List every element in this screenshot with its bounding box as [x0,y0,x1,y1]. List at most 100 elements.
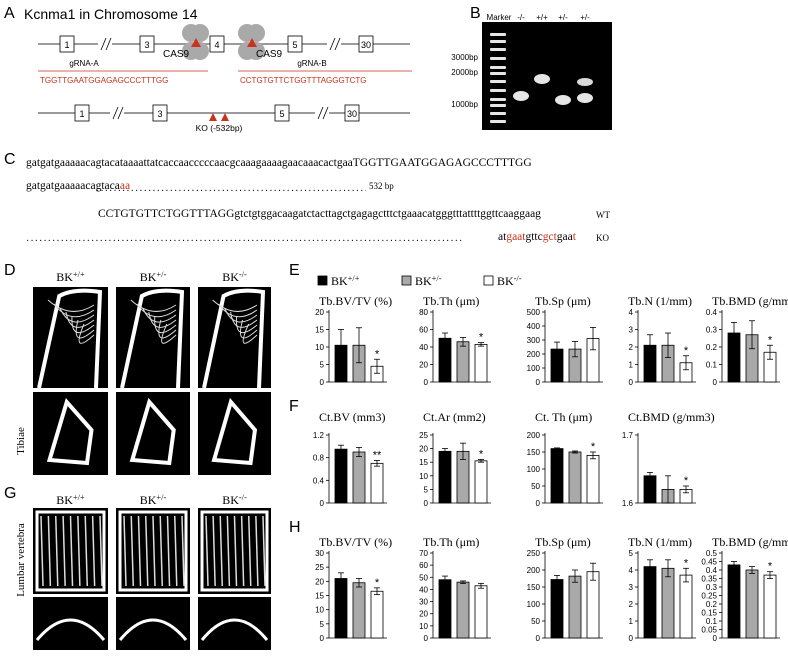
y-tick-label: 1.2 [313,431,325,440]
ladder-band [490,120,506,123]
trabecular-strand [158,319,177,339]
y-tick-label: 50 [419,573,428,582]
vertebra-trabecula [99,515,103,587]
break-mask [98,38,112,50]
y-tick-label: 20 [419,361,428,370]
gel-lane-label: +/- [558,13,568,22]
significance-marker: * [375,577,380,589]
ladder-band [490,66,506,69]
significance-marker: * [768,561,773,573]
tibia-cross-cortex [129,397,176,466]
y-tick-label: 20 [315,577,324,586]
seq-ko-fragment: gct [542,231,557,243]
trabecular-strand [142,307,177,323]
genotype-header-g: BK+/- [140,493,167,508]
break-mark [317,106,324,120]
y-tick-label: 150 [527,583,541,592]
ladder-band [490,57,506,60]
trabecular-strand [242,323,258,344]
tibiae-side-label: Tibiae [15,427,27,455]
vertebra-trabecula [137,515,142,587]
vertebra-endplate [35,510,106,592]
y-tick-label: 50 [531,482,540,491]
tibia-cortex [120,288,185,389]
cas9-left-label: CAS9 [163,49,190,60]
seq-ko-label: KO [596,233,609,243]
vertebra-trabecula [226,515,231,587]
trabecular-strand [59,307,95,323]
gel-lane-label: +/- [580,13,590,22]
chart-title: Tb.Th (μm) [423,294,479,308]
bar [438,579,452,639]
exon-box [287,35,303,53]
exon-box [358,35,374,53]
chart-title: Tb.BV/TV (%) [319,294,392,308]
break-mark [112,106,119,120]
vertebra-trabecula [62,515,66,587]
chart-title: Ct.Ar (mm2) [423,410,486,424]
y-tick-label: 0 [536,634,541,643]
grna-a-label: gRNA-A [69,59,99,68]
y-tick-label: 10 [419,472,428,481]
bar [474,460,488,504]
ladder-band [490,80,506,83]
y-tick-label: 20 [419,445,428,454]
panel-a-letter: A [4,5,15,22]
cas9-right-label: CAS9 [256,49,283,60]
bar [370,590,384,639]
y-tick-label: 200 [527,350,541,359]
gene-wt-diagram: 1 3 4 5 30 [38,35,410,53]
vertebra-trabecula [181,515,185,587]
ladder-band [490,40,506,43]
bar [438,450,452,504]
panel-c-letter: C [4,151,16,168]
break-mark [117,106,124,120]
gel-band [555,95,571,105]
panel-h-letter: H [289,519,301,536]
exon-label: 3 [157,109,162,119]
bar [643,566,657,639]
chart-title: Tb.BMD (g/mm3) [712,535,788,549]
y-tick-label: 100 [527,465,541,474]
vertebra-trabecula [159,515,163,587]
bar [334,578,348,639]
y-tick-label: 0 [424,634,429,643]
y-tick-label: 4 [629,308,634,317]
seq-ko-fragment: at [498,231,507,243]
significance-marker: * [479,448,484,460]
legend-label: BK+/+ [331,274,360,289]
seq-wt-line2: CCTGTGTTCTGGTTTAGGgtctgtggacaagatctactta… [98,208,541,220]
bar [586,571,600,639]
vertebra-cross-cortex [35,618,106,641]
y-tick-label: 0.25 [701,592,717,601]
vertebra-trabecula [91,515,96,587]
trabecular-strand [78,323,95,344]
y-tick-label: 0 [536,499,541,508]
vertebra-trabecula [212,515,216,587]
grna-b-seq: CCTGTGTTCTGGTTTAGGGTCTG [240,76,367,85]
chart-title: Ct.BMD (g/mm3) [628,410,715,424]
y-tick-label: 40 [419,585,428,594]
y-tick-label: 3 [629,326,634,335]
chart-title: Tb.Sp (μm) [535,294,591,308]
ladder-band [490,98,506,101]
exon-box [59,35,75,53]
y-tick-label: 30 [315,549,324,558]
gel-band [513,91,529,101]
legend-label: BK-/- [497,274,522,289]
y-tick-label: 1 [629,361,634,370]
seq-ko-line1-part: gatgatgaaaaacagtaca [26,180,120,192]
panel-b-letter: B [470,5,481,22]
genotype-header-g: BK+/+ [56,493,85,508]
break-mark [322,106,329,120]
vertebra-cross-section-image [116,597,190,650]
y-tick-label: 400 [527,322,541,331]
y-tick-label: 0 [320,378,325,387]
vertebra-trabecula [152,515,156,587]
y-tick-label: 2 [629,343,634,352]
panel-d-letter: D [4,262,16,279]
significance-marker: * [684,475,689,487]
bar [550,448,564,504]
chart-title: Tb.BMD (g/mm3) [712,294,788,308]
